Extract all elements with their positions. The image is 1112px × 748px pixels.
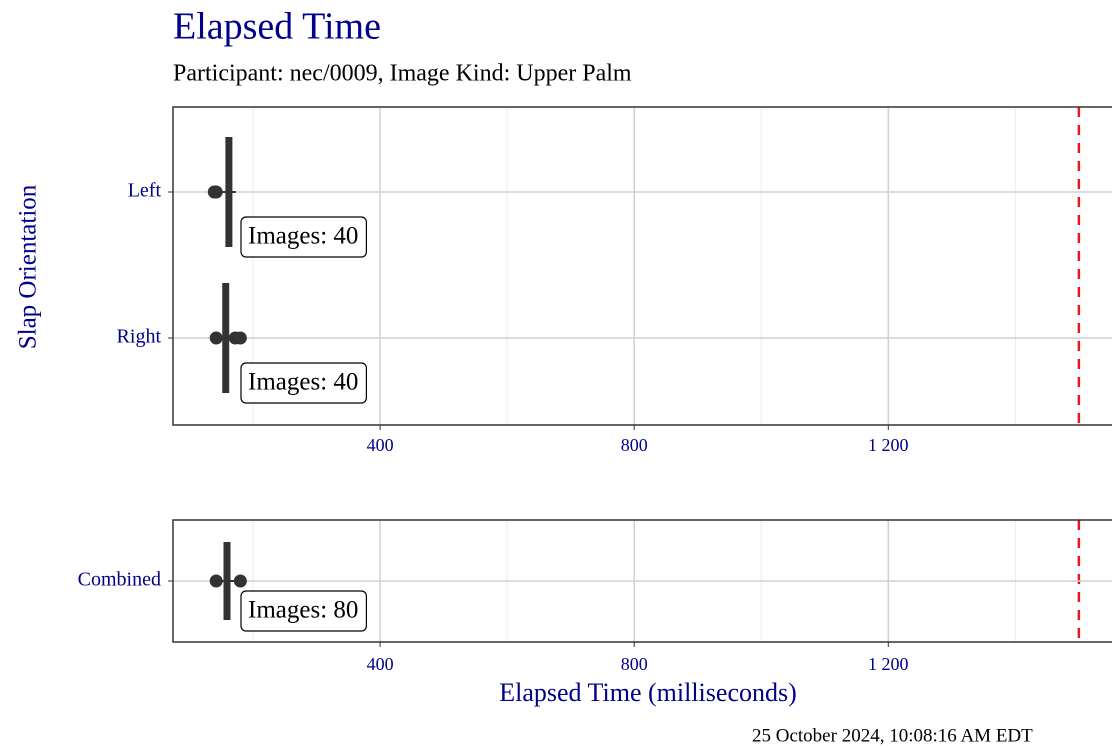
outlier: [233, 331, 247, 345]
annotation: Images: 40: [248, 223, 358, 250]
x-tick-label: 1 200: [868, 654, 909, 674]
panel-border: [172, 519, 1112, 643]
annotation: Images: 40: [248, 369, 358, 396]
outlier: [209, 574, 223, 588]
y-tick-label: Right: [117, 326, 162, 348]
outlier: [209, 185, 223, 199]
annotation: Images: 80: [248, 597, 358, 624]
annotation-box: [240, 362, 367, 404]
x-axis-label: Elapsed Time (milliseconds): [499, 678, 797, 707]
annotation-box: [240, 590, 367, 632]
x-tick-label: 800: [621, 435, 648, 455]
x-tick-label: 1 200: [868, 435, 909, 455]
y-axis-label: Slap Orientation: [15, 184, 42, 349]
outlier: [233, 574, 247, 588]
panel-border: [172, 106, 1112, 426]
x-tick-label: 400: [367, 435, 394, 455]
annotation-box: [240, 216, 367, 258]
y-tick-label: Combined: [78, 569, 161, 591]
timestamp: 25 October 2024, 10:08:16 AM EDT: [752, 725, 1033, 746]
outlier: [209, 331, 223, 345]
x-tick-label: 400: [367, 654, 394, 674]
chart-subtitle: Participant: nec/0009, Image Kind: Upper…: [173, 61, 632, 87]
y-tick-label: Left: [128, 180, 162, 202]
chart-title: Elapsed Time: [173, 6, 381, 48]
x-tick-label: 800: [621, 654, 648, 674]
